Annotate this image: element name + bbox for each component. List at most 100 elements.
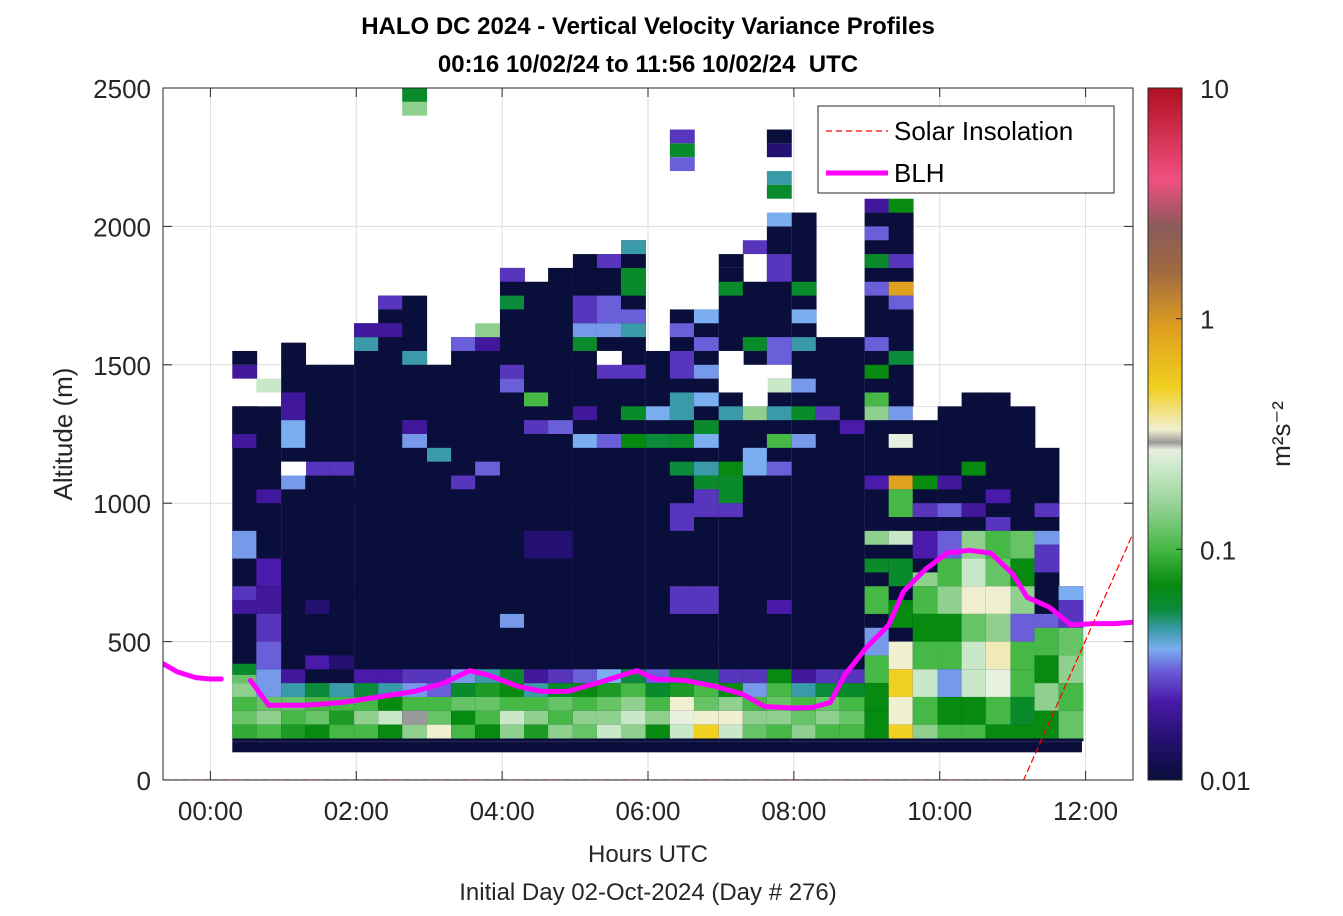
heatmap-cell: [766, 434, 792, 448]
heatmap-missing-cell: [766, 364, 792, 379]
heatmap-missing-cell: [596, 350, 622, 365]
heatmap-cell: [354, 710, 379, 725]
heatmap-cell: [596, 710, 622, 725]
heatmap-cell: [572, 434, 598, 448]
heatmap-cell: [693, 475, 719, 490]
heatmap-cell: [864, 558, 890, 573]
heatmap-cell: [572, 406, 598, 421]
heatmap-cell: [232, 674, 258, 684]
heatmap-cell: [548, 669, 573, 684]
heatmap-cell: [1034, 503, 1060, 518]
heatmap-surface-band: [232, 741, 1082, 753]
heatmap-cell: [499, 364, 525, 379]
heatmap-cell: [912, 475, 938, 490]
heatmap-cell: [256, 641, 282, 670]
heatmap-cell: [742, 710, 768, 725]
heatmap-cell: [1034, 627, 1060, 656]
heatmap-cell: [888, 558, 914, 587]
heatmap-cell: [985, 669, 1011, 697]
heatmap-cell: [256, 724, 282, 739]
heatmap-cell: [232, 683, 258, 697]
heatmap-cell: [1010, 613, 1036, 642]
heatmap-cell: [669, 157, 695, 172]
heatmap-cell: [766, 724, 792, 739]
heatmap-cell: [1010, 641, 1036, 670]
heatmap-cell: [645, 710, 671, 725]
heatmap-cell: [669, 503, 695, 531]
heatmap-cell: [742, 337, 768, 351]
heatmap-cell: [548, 420, 573, 434]
heatmap-missing-cell: [742, 364, 768, 407]
heatmap-cell: [1010, 669, 1036, 697]
heatmap-cell: [524, 420, 549, 434]
x-tick-label: 00:00: [178, 796, 243, 826]
heatmap-cell: [232, 724, 258, 739]
heatmap-cell: [693, 420, 719, 434]
heatmap-cell: [791, 669, 817, 684]
heatmap-cell: [354, 669, 379, 684]
heatmap-cell: [305, 600, 331, 614]
heatmap-cell: [451, 683, 476, 697]
heatmap-cell: [985, 586, 1011, 614]
heatmap-cell: [1010, 696, 1036, 725]
heatmap-cell: [864, 281, 890, 296]
heatmap-cell: [791, 406, 817, 421]
heatmap-cell: [985, 696, 1011, 725]
heatmap-cell: [791, 212, 817, 742]
heatmap-cell: [451, 475, 476, 490]
heatmap-cell: [524, 724, 549, 739]
heatmap-cell: [281, 475, 307, 490]
heatmap-cell: [645, 683, 671, 697]
heatmap-cell: [329, 364, 355, 742]
heatmap-cell: [669, 710, 695, 725]
heatmap-cell: [621, 683, 646, 697]
heatmap-cell: [475, 683, 501, 697]
heatmap-cell: [961, 641, 987, 670]
heatmap-cell: [378, 364, 404, 379]
heatmap-cell: [791, 337, 817, 351]
heatmap-cell: [815, 669, 841, 684]
heatmap-cell: [524, 281, 549, 742]
heatmap-cell: [718, 696, 744, 711]
x-tick-label: 12:00: [1053, 796, 1118, 826]
heatmap-cell: [354, 683, 379, 697]
heatmap-cell: [451, 696, 476, 711]
heatmap-cell: [718, 254, 744, 268]
heatmap-cell: [888, 434, 914, 448]
heatmap-cell: [864, 198, 890, 213]
heatmap-cell: [548, 724, 573, 739]
heatmap-cell: [937, 696, 963, 725]
heatmap-cell: [524, 669, 549, 684]
heatmap-cell: [281, 724, 307, 739]
heatmap-cell: [961, 669, 987, 697]
heatmap-cell: [621, 240, 646, 255]
heatmap-cell: [232, 600, 258, 614]
heatmap-cell: [499, 378, 525, 393]
heatmap-cell: [839, 724, 865, 739]
heatmap-cell: [475, 724, 501, 739]
heatmap-cell: [1034, 655, 1060, 684]
heatmap-cell: [596, 254, 622, 268]
chart-title: HALO DC 2024 - Vertical Velocity Varianc…: [361, 13, 935, 40]
heatmap-cell: [693, 696, 719, 711]
heatmap-cell: [791, 683, 817, 697]
heatmap-cell: [766, 461, 792, 476]
heatmap-cell: [742, 281, 768, 742]
heatmap-cell: [888, 350, 914, 365]
heatmap-cell: [256, 613, 282, 642]
heatmap-cell: [281, 558, 307, 587]
heatmap-cell: [985, 489, 1011, 504]
heatmap-cell: [427, 724, 452, 739]
heatmap-cell: [815, 710, 841, 725]
heatmap-cell: [281, 669, 307, 684]
x-axis-label: Hours UTC: [588, 841, 708, 868]
heatmap-cell: [524, 530, 549, 559]
heatmap-cell: [1058, 683, 1084, 711]
heatmap-cell: [888, 198, 914, 213]
heatmap-cell: [281, 392, 307, 421]
heatmap-cell: [961, 613, 987, 642]
heatmap-cell: [766, 143, 792, 158]
heatmap-cell: [693, 309, 719, 324]
